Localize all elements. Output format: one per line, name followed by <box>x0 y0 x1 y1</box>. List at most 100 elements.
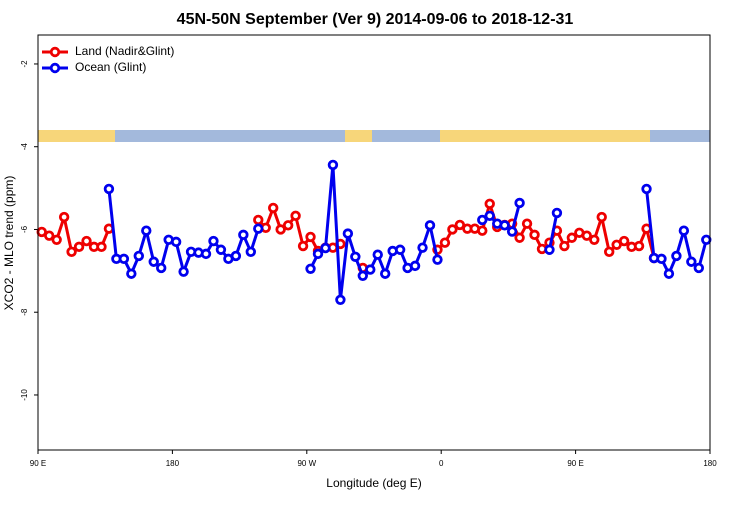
point <box>133 250 144 262</box>
point <box>506 226 518 237</box>
point <box>618 235 630 247</box>
point <box>96 241 107 253</box>
y-tick-label: -10 <box>20 389 29 401</box>
point <box>566 232 578 243</box>
point <box>529 229 540 241</box>
point <box>633 240 645 252</box>
point <box>641 183 652 195</box>
point <box>103 183 115 195</box>
x-tick-label: 90 E <box>567 459 583 468</box>
point <box>484 198 495 210</box>
point <box>678 225 690 236</box>
point <box>417 242 428 253</box>
point <box>350 251 361 262</box>
point <box>58 211 70 223</box>
point <box>589 234 600 246</box>
point <box>439 237 451 248</box>
x-tick-label: 90 W <box>297 459 316 468</box>
point <box>693 262 704 274</box>
x-tick-label: 180 <box>703 459 717 468</box>
point <box>432 254 443 265</box>
y-tick-label: -4 <box>20 143 29 151</box>
point <box>656 253 667 265</box>
point <box>208 235 219 247</box>
point <box>686 256 697 267</box>
point <box>484 210 495 222</box>
point <box>253 223 264 234</box>
point <box>372 249 383 260</box>
point <box>559 240 570 252</box>
point <box>73 241 85 253</box>
legend-label: Land (Nadir&Glint) <box>75 44 174 58</box>
point <box>245 246 256 258</box>
point <box>514 197 525 209</box>
map-strip <box>38 130 710 142</box>
point <box>671 250 682 262</box>
point <box>701 234 712 246</box>
legend-marker <box>49 62 61 74</box>
point <box>611 239 622 250</box>
point <box>581 230 592 241</box>
point <box>320 242 331 254</box>
point <box>357 270 368 282</box>
point <box>604 246 615 258</box>
point <box>477 214 488 226</box>
y-tick-label: -6 <box>20 225 29 233</box>
point <box>409 260 421 272</box>
point <box>297 240 309 252</box>
point <box>394 244 406 255</box>
point <box>253 214 264 226</box>
point <box>81 235 92 247</box>
y-tick-label: -2 <box>20 60 29 68</box>
point <box>424 220 436 231</box>
point <box>327 159 339 171</box>
x-tick-label: 0 <box>439 459 444 468</box>
point <box>66 246 77 258</box>
x-tick-label: 180 <box>166 459 180 468</box>
point <box>141 225 152 236</box>
y-tick-label: -8 <box>20 308 29 316</box>
x-tick-label: 90 E <box>30 459 46 468</box>
point <box>342 228 354 239</box>
x-axis-label: Longitude (deg E) <box>326 476 421 490</box>
point <box>282 220 294 231</box>
point <box>454 219 466 231</box>
point <box>44 230 55 241</box>
point <box>335 294 346 306</box>
point <box>312 248 324 260</box>
point <box>305 231 316 243</box>
point <box>447 224 458 235</box>
point <box>238 229 249 241</box>
point <box>118 253 130 265</box>
point <box>365 264 376 275</box>
point <box>290 210 301 222</box>
point <box>596 211 607 223</box>
chart-title: 45N-50N September (Ver 9) 2014-09-06 to … <box>177 11 574 28</box>
point <box>551 207 563 219</box>
point <box>170 236 182 248</box>
legend-label: Ocean (Glint) <box>75 60 146 74</box>
point <box>521 218 533 229</box>
legend-marker <box>49 46 61 58</box>
point <box>663 268 675 279</box>
point <box>51 234 62 246</box>
point <box>477 225 488 236</box>
y-axis-label: XCO2 - MLO trend (ppm) <box>2 176 16 311</box>
point <box>514 232 525 243</box>
point <box>499 220 510 231</box>
plot-frame <box>37 34 711 451</box>
point <box>126 268 137 279</box>
plot-background <box>38 35 710 450</box>
point <box>544 244 555 255</box>
point <box>200 248 212 260</box>
point <box>155 262 167 274</box>
point <box>305 263 316 274</box>
point <box>275 224 286 235</box>
point <box>178 266 189 277</box>
point <box>268 202 279 214</box>
point <box>230 250 242 262</box>
point <box>380 268 391 279</box>
point <box>148 256 159 267</box>
